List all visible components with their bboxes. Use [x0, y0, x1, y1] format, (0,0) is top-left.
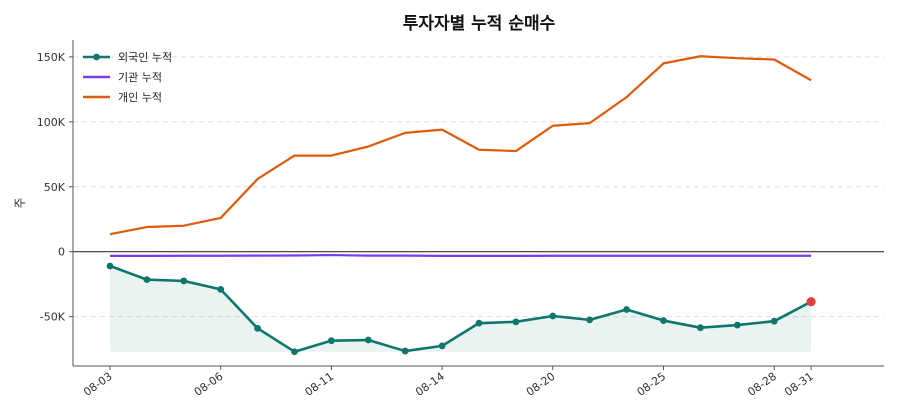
y-tick-label: 100K	[37, 116, 66, 129]
x-tick-label: 08-28	[745, 370, 779, 399]
data-point	[143, 276, 151, 284]
series-fill-area	[110, 265, 812, 352]
legend-marker	[93, 53, 100, 61]
x-tick-label: 08-20	[524, 370, 558, 399]
chart-title: 투자자별 누적 순매수	[403, 14, 556, 34]
data-point	[291, 348, 298, 356]
data-point	[401, 347, 409, 355]
data-point	[328, 337, 335, 345]
data-point	[770, 317, 778, 325]
x-tick-label: 08-03	[81, 370, 115, 399]
series-line	[109, 264, 812, 354]
grid-layer	[73, 56, 884, 318]
highlight-point	[806, 297, 816, 307]
x-tick-label: 08-06	[192, 370, 226, 399]
y-tick-label: 50K	[44, 181, 66, 194]
data-point	[660, 317, 667, 324]
data-point	[180, 277, 188, 285]
data-point	[586, 316, 594, 324]
data-point	[438, 342, 446, 350]
y-tick-label: 150K	[37, 51, 66, 64]
series-line	[109, 55, 812, 236]
data-point	[697, 324, 704, 332]
data-point	[733, 321, 741, 329]
legend-label: 기관 누적	[118, 71, 162, 84]
series-layer	[106, 55, 816, 356]
data-point	[106, 262, 114, 270]
x-tick-label: 08-31	[782, 370, 816, 399]
data-point	[549, 312, 557, 320]
series-line	[110, 253, 812, 257]
x-tick-label: 08-14	[413, 370, 447, 399]
x-tick-label: 08-25	[635, 370, 669, 399]
x-tick-label: 08-11	[302, 370, 336, 399]
data-point	[254, 324, 261, 332]
legend-label: 개인 누적	[118, 91, 162, 104]
data-point	[623, 306, 630, 313]
y-tick-label: -50K	[40, 311, 66, 324]
y-tick-label: 0	[58, 246, 65, 259]
y-axis-label: 주	[13, 197, 27, 208]
data-point	[217, 285, 225, 293]
legend-label: 외국인 누적	[118, 51, 172, 64]
data-point	[364, 336, 372, 344]
data-point	[475, 319, 483, 327]
data-point	[512, 318, 520, 326]
